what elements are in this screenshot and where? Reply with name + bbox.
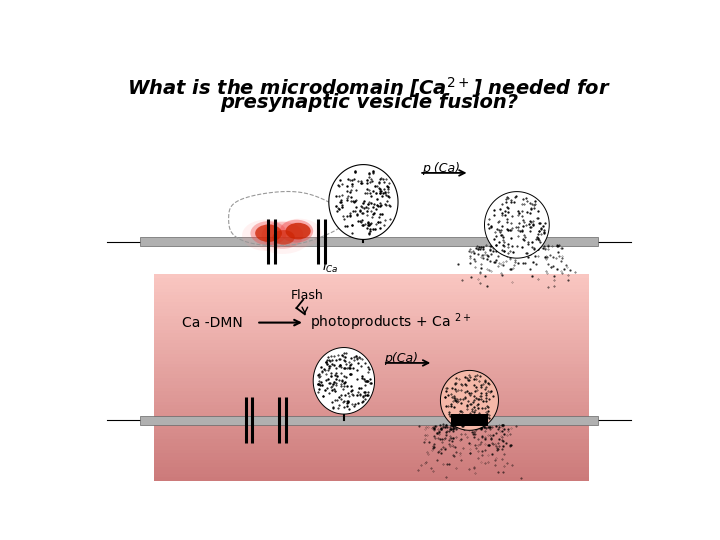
Bar (154, 449, 590, 453)
Bar (140, 237, 598, 246)
Bar (154, 459, 590, 463)
Bar (154, 288, 590, 292)
Bar (154, 428, 590, 433)
Polygon shape (441, 370, 498, 430)
Bar (154, 466, 590, 470)
Bar (154, 473, 590, 477)
Bar (154, 377, 590, 381)
Bar (154, 408, 590, 412)
Bar (154, 442, 590, 446)
Bar (154, 397, 590, 402)
Bar (154, 342, 590, 347)
Bar (154, 346, 590, 350)
Bar (154, 329, 590, 333)
Bar (154, 425, 590, 429)
Bar (154, 374, 590, 377)
Bar (154, 390, 590, 395)
Bar (154, 415, 590, 419)
Bar (154, 322, 590, 326)
Bar (154, 370, 590, 374)
Text: What is the microdomain [Ca$^{2+}$] needed for: What is the microdomain [Ca$^{2+}$] need… (127, 75, 611, 100)
Bar (154, 387, 590, 392)
Ellipse shape (280, 220, 313, 242)
Bar (154, 315, 590, 319)
Bar (154, 349, 590, 354)
Text: Flash: Flash (292, 289, 324, 302)
Bar (154, 469, 590, 474)
Bar (154, 418, 590, 422)
Bar (154, 421, 590, 426)
Bar (154, 411, 590, 415)
Polygon shape (485, 192, 549, 258)
Bar (154, 476, 590, 481)
Ellipse shape (261, 222, 303, 249)
Bar (154, 356, 590, 361)
Ellipse shape (242, 220, 289, 251)
Bar (154, 274, 590, 278)
Bar (154, 339, 590, 343)
Bar (154, 305, 590, 309)
Bar (451, 415, 487, 426)
Bar (154, 367, 590, 371)
Bar (140, 416, 598, 425)
Polygon shape (329, 165, 398, 239)
Text: photoproducts + Ca $^{2+}$: photoproducts + Ca $^{2+}$ (310, 312, 472, 333)
Bar (154, 438, 590, 443)
Bar (154, 401, 590, 405)
Ellipse shape (255, 221, 310, 254)
Ellipse shape (286, 223, 311, 239)
Ellipse shape (251, 221, 287, 245)
Bar (154, 326, 590, 329)
Bar (154, 360, 590, 364)
Text: p(Ca): p(Ca) (384, 352, 418, 365)
Text: $I_{Ca}$: $I_{Ca}$ (322, 260, 338, 275)
Bar (154, 432, 590, 436)
Text: presynaptic vesicle fusion?: presynaptic vesicle fusion? (220, 93, 518, 112)
Bar (154, 312, 590, 316)
Bar (154, 301, 590, 306)
Bar (154, 353, 590, 357)
Bar (154, 319, 590, 323)
Bar (154, 384, 590, 388)
Bar (154, 453, 590, 457)
Bar (154, 298, 590, 302)
Ellipse shape (272, 230, 294, 245)
Bar (154, 456, 590, 460)
Bar (154, 281, 590, 285)
Text: p (Ca): p (Ca) (422, 162, 460, 176)
Ellipse shape (255, 225, 282, 242)
Bar (154, 336, 590, 340)
Bar (154, 394, 590, 399)
Ellipse shape (277, 219, 322, 248)
Bar (154, 435, 590, 440)
Bar (154, 308, 590, 313)
Bar (154, 294, 590, 299)
Bar (154, 463, 590, 467)
Bar (154, 380, 590, 384)
Bar (154, 363, 590, 367)
Bar (154, 278, 590, 282)
Bar (154, 332, 590, 336)
Bar (154, 404, 590, 409)
Bar (154, 291, 590, 295)
Bar (154, 446, 590, 450)
Bar (154, 284, 590, 288)
Polygon shape (313, 348, 374, 414)
Text: Ca -DMN: Ca -DMN (182, 315, 243, 329)
